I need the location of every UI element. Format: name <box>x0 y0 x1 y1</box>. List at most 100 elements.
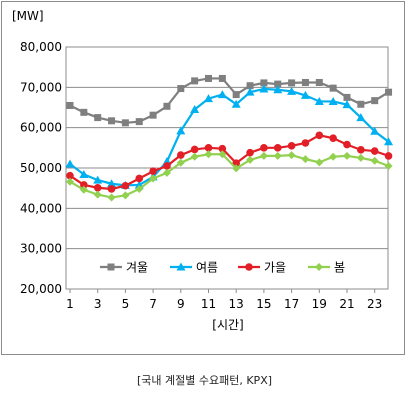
data-point <box>205 74 212 82</box>
data-point <box>149 167 157 176</box>
x-tick-label: 19 <box>312 297 327 311</box>
data-point <box>135 174 144 183</box>
data-point <box>273 85 283 94</box>
x-tick-labels: 1 3 5 7 9 11 13 15 17 19 21 23 <box>66 289 382 311</box>
plot-series <box>65 74 394 202</box>
data-point <box>149 174 158 183</box>
data-point <box>135 184 144 193</box>
legend-label: 봄 <box>334 261 345 275</box>
data-point <box>191 77 199 85</box>
data-point <box>300 90 310 99</box>
x-tick-label: 23 <box>367 297 382 311</box>
data-point <box>328 96 338 105</box>
data-point <box>384 152 393 160</box>
legend: 겨울 여름 가을 봄 <box>100 261 345 275</box>
x-tick-label: 5 <box>122 297 130 311</box>
data-point <box>93 175 103 184</box>
y-tick-label: 20,000 <box>20 282 62 296</box>
data-point <box>162 168 171 177</box>
x-tick-label: 1 <box>66 297 74 311</box>
data-point <box>66 177 74 186</box>
data-point <box>315 78 323 86</box>
x-tick-label: 9 <box>177 297 185 311</box>
data-point <box>329 84 337 92</box>
legend-item: 여름 <box>170 261 218 275</box>
data-point <box>259 84 269 93</box>
legend-item: 봄 <box>308 261 345 275</box>
data-point <box>149 111 157 119</box>
data-point <box>190 105 200 114</box>
data-point <box>204 150 213 159</box>
load-pattern-chart: [MW] 20,000 30,000 40,000 50,000 60,000 70,00… <box>12 9 394 332</box>
data-point <box>93 190 102 199</box>
data-point <box>231 99 241 108</box>
x-tick-label: 3 <box>94 297 102 311</box>
data-point <box>315 131 324 140</box>
data-point <box>384 161 393 170</box>
legend-item: 겨울 <box>100 261 148 275</box>
chart-frame: [MW] 20,000 30,000 40,000 50,000 60,000 70,00… <box>1 1 405 355</box>
data-point <box>384 137 394 146</box>
data-point <box>204 94 213 103</box>
legend-label: 가을 <box>264 261 286 275</box>
y-tick-label: 50,000 <box>20 161 62 175</box>
gridlines <box>65 46 389 290</box>
data-point <box>301 78 309 86</box>
data-point <box>121 191 130 200</box>
data-point <box>356 153 365 162</box>
data-point <box>273 151 282 160</box>
x-tick-label: 11 <box>201 297 216 311</box>
data-point <box>370 156 379 165</box>
legend-swatch-marker <box>315 263 323 271</box>
x-tick-label: 7 <box>149 297 157 311</box>
data-point <box>94 114 102 122</box>
data-point <box>357 146 365 154</box>
data-point <box>232 164 241 173</box>
legend-swatch-marker <box>176 262 186 271</box>
data-point <box>79 169 89 178</box>
data-point <box>217 90 227 99</box>
data-point <box>260 79 268 87</box>
data-point <box>343 93 351 101</box>
x-tick-label: 21 <box>339 297 354 311</box>
data-point <box>329 134 337 142</box>
data-point <box>190 152 199 161</box>
data-point <box>245 87 255 96</box>
data-point <box>177 151 185 159</box>
legend-swatch-marker <box>107 263 115 271</box>
data-point <box>246 82 254 90</box>
data-point <box>260 144 268 152</box>
legend-label: 겨울 <box>126 261 148 275</box>
data-point <box>287 86 297 95</box>
data-point <box>288 79 296 87</box>
data-point <box>107 193 116 202</box>
chart-caption: [국내 계절별 수요패턴, KPX] <box>136 374 273 387</box>
y-tick-label: 80,000 <box>20 40 62 54</box>
data-point <box>246 155 255 164</box>
data-point <box>259 151 268 160</box>
y-tick-label: 30,000 <box>20 242 62 256</box>
data-point <box>218 74 226 82</box>
data-point <box>385 88 393 96</box>
y-tick-labels: 20,000 30,000 40,000 50,000 60,000 70,000 80,0… <box>20 40 62 296</box>
y-tick-label: 60,000 <box>20 121 62 135</box>
y-axis-label: [MW] <box>12 9 44 23</box>
series-1 <box>66 74 393 127</box>
x-tick-label: 15 <box>256 297 271 311</box>
data-point <box>246 148 254 157</box>
data-point <box>121 181 130 190</box>
data-point <box>66 171 74 180</box>
legend-label: 여름 <box>196 261 218 275</box>
data-point <box>371 97 379 105</box>
data-point <box>315 158 324 167</box>
series-4 <box>66 150 393 202</box>
data-point <box>204 144 213 152</box>
series-line <box>69 87 390 187</box>
data-point <box>273 144 282 152</box>
data-point <box>79 185 88 194</box>
data-point <box>343 151 351 160</box>
data-point <box>342 100 352 109</box>
x-axis-label: [시간] <box>212 318 243 332</box>
series-line <box>69 153 389 199</box>
data-point <box>232 91 240 99</box>
